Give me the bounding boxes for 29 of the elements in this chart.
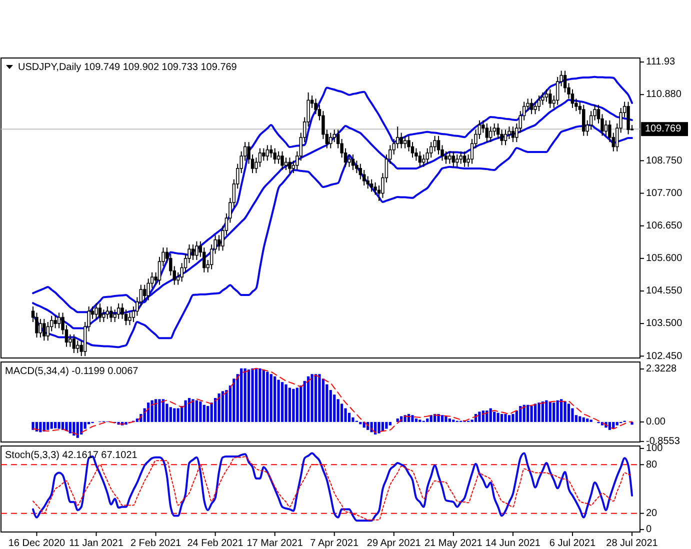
- chart-title: MACD(5,34,4) -0.1199 0.0067: [5, 366, 139, 377]
- ref-line-label: 109.769: [645, 124, 682, 135]
- y-tick-label: 80: [646, 459, 658, 470]
- y-tick-label: 111.93: [646, 56, 676, 68]
- y-tick-label: 104.550: [646, 286, 683, 297]
- y-tick-label: 105.600: [646, 253, 683, 264]
- x-tick-label: 16 Dec 2020: [8, 538, 66, 549]
- y-tick-label: 103.500: [646, 318, 683, 330]
- chart-title: USDJPY,Daily 109.749 109.902 109.733 109.769: [18, 62, 238, 73]
- y-tick-label: 0: [646, 524, 652, 536]
- x-tick-label: 6 Jul 2021: [549, 538, 596, 549]
- y-tick-label: 20: [646, 508, 658, 519]
- x-tick-label: 29 Apr 2021: [366, 538, 422, 549]
- x-tick-label: 17 Mar 2021: [246, 538, 304, 549]
- y-tick-label: 2.3228: [646, 364, 678, 375]
- x-tick-label: 21 May 2021: [424, 538, 483, 549]
- y-tick-label: 108.750: [646, 155, 683, 166]
- x-tick-label: 28 Jul 2021: [606, 538, 658, 549]
- chart-title: Stoch(5,3,3) 42.1617 67.1021: [5, 450, 138, 461]
- y-tick-label: 102.450: [646, 350, 683, 362]
- x-tick-label: 14 Jun 2021: [485, 538, 541, 549]
- x-tick-label: 7 Apr 2021: [310, 538, 359, 549]
- y-tick-label: 106.650: [646, 220, 683, 232]
- y-tick-label: 107.700: [646, 188, 683, 199]
- x-tick-label: 2 Feb 2021: [130, 538, 182, 549]
- x-tick-label: 11 Jan 2021: [69, 538, 124, 549]
- x-tick-label: 24 Feb 2021: [187, 538, 244, 549]
- y-tick-label: 110.880: [646, 89, 682, 100]
- y-tick-label: 0.00: [646, 416, 666, 428]
